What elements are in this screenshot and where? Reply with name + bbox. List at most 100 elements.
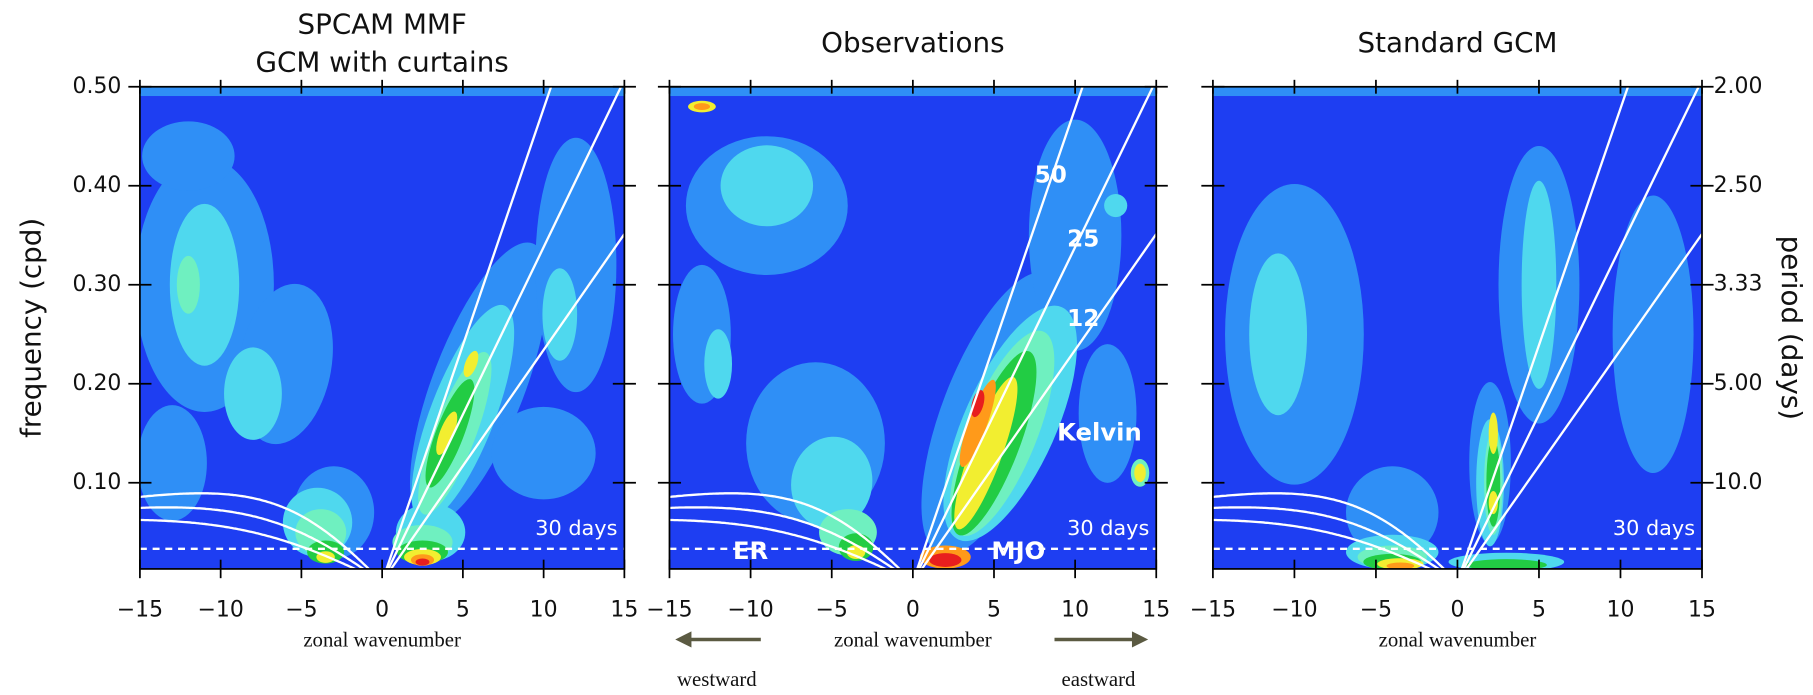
contour-blob (1104, 194, 1128, 218)
x-tick-label: −10 (1271, 598, 1317, 623)
contour-blob (971, 390, 985, 418)
depth-label: 25 (1067, 227, 1099, 253)
arrowhead-west (675, 631, 692, 648)
x-tick-label: 0 (906, 598, 920, 623)
x-tick-label: −5 (285, 598, 317, 623)
x-tick-label: −10 (197, 598, 243, 623)
x-tick-label: 15 (1142, 598, 1170, 623)
x-tick-label: −5 (1360, 598, 1392, 623)
contour-blob (1249, 253, 1308, 416)
contour-blob (954, 376, 1018, 530)
y2-axis-label: period (days) (1775, 236, 1808, 420)
contour-blob (142, 121, 235, 191)
y2-tick-label: 3.33 (1714, 271, 1763, 296)
contour-blob (1134, 463, 1146, 483)
wave-label: Kelvin (1057, 417, 1142, 446)
panel-title: Standard GCM (1358, 26, 1558, 59)
plot-area (669, 86, 1157, 569)
period-label: 30 days (1613, 516, 1695, 540)
contour-blob (1386, 562, 1415, 569)
contour-blob (720, 145, 814, 227)
contour-blob (704, 329, 733, 399)
contour-blob (693, 103, 711, 111)
direction-label: eastward (1061, 667, 1136, 691)
er-curve (139, 518, 358, 569)
y2-tick-label: 2.50 (1714, 173, 1763, 198)
x-tick-label: −15 (117, 598, 163, 623)
kelvin-line (1460, 86, 1630, 569)
plot-area (139, 86, 625, 569)
kelvin-line (916, 86, 1084, 569)
y2-tick-label: 10.0 (1714, 470, 1763, 495)
contour-blob (415, 558, 430, 566)
x-tick-label: −15 (646, 598, 692, 623)
contour-blob (1078, 344, 1137, 483)
panel-title: SPCAM MMF (297, 7, 466, 40)
er-curve (669, 518, 889, 569)
er-curve (669, 492, 902, 569)
contour-blob (176, 255, 200, 314)
kelvin-line (1465, 233, 1702, 569)
x-tick-label: 10 (1607, 598, 1635, 623)
kelvin-line (917, 86, 1155, 569)
contour-blob (929, 553, 962, 567)
contour-blob (1612, 195, 1694, 474)
kelvin-line (387, 86, 623, 569)
er-curve (1212, 492, 1446, 569)
contour-blob (1488, 491, 1498, 515)
kelvin-line (1462, 86, 1700, 569)
arrowhead-east (1131, 631, 1149, 648)
x-axis-label: zonal wavenumber (834, 628, 992, 652)
period-label: 30 days (1067, 516, 1149, 540)
y-tick-label: 0.10 (73, 470, 122, 495)
y-tick-label: 0.40 (73, 173, 122, 198)
y2-tick-label: 5.00 (1714, 371, 1763, 396)
x-tick-label: 5 (987, 598, 1001, 623)
contour-blob (491, 406, 596, 500)
contour-blob (463, 350, 479, 378)
er-curve (1212, 506, 1441, 569)
contour-blob (1465, 559, 1547, 569)
y-tick-label: 0.30 (73, 272, 122, 297)
x-tick-label: 5 (456, 598, 470, 623)
y-axis-label: frequency (cpd) (14, 218, 47, 438)
x-axis-label: zonal wavenumber (1379, 628, 1537, 652)
contour-blob (1488, 412, 1498, 455)
x-tick-label: −15 (1190, 598, 1236, 623)
x-tick-label: 15 (1688, 598, 1716, 623)
contour-blob (542, 268, 578, 361)
er-curve (669, 506, 897, 569)
kelvin-line (920, 233, 1157, 569)
er-curve (139, 492, 371, 569)
x-tick-label: 10 (530, 598, 558, 623)
y-tick-label: 0.20 (73, 371, 122, 396)
er-curve (1212, 518, 1433, 569)
plot-area (1212, 86, 1702, 569)
depth-label: 50 (1035, 162, 1067, 188)
contour-blob (1521, 180, 1557, 389)
x-tick-label: 0 (375, 598, 389, 623)
panel-title: GCM with curtains (256, 46, 509, 79)
x-axis-label: zonal wavenumber (303, 628, 461, 652)
depth-label: 12 (1067, 306, 1099, 332)
contour-blob (959, 379, 996, 467)
contour-blob (224, 347, 282, 440)
kelvin-line (385, 86, 553, 569)
period-label: 30 days (535, 516, 617, 540)
y-tick-label: 0.50 (73, 74, 122, 99)
x-tick-label: −10 (727, 598, 773, 623)
contour-blob (535, 137, 617, 393)
wave-label: MJO (991, 536, 1045, 565)
x-tick-label: 5 (1532, 598, 1546, 623)
y2-tick-label: 2.00 (1714, 74, 1763, 99)
x-tick-label: 0 (1450, 598, 1464, 623)
contour-blob (436, 411, 458, 456)
panel-title: Observations (821, 26, 1004, 59)
kelvin-line (389, 233, 625, 569)
x-tick-label: 15 (610, 598, 638, 623)
er-curve (139, 506, 366, 569)
x-tick-label: 10 (1061, 598, 1089, 623)
contour-blob (1345, 466, 1439, 559)
